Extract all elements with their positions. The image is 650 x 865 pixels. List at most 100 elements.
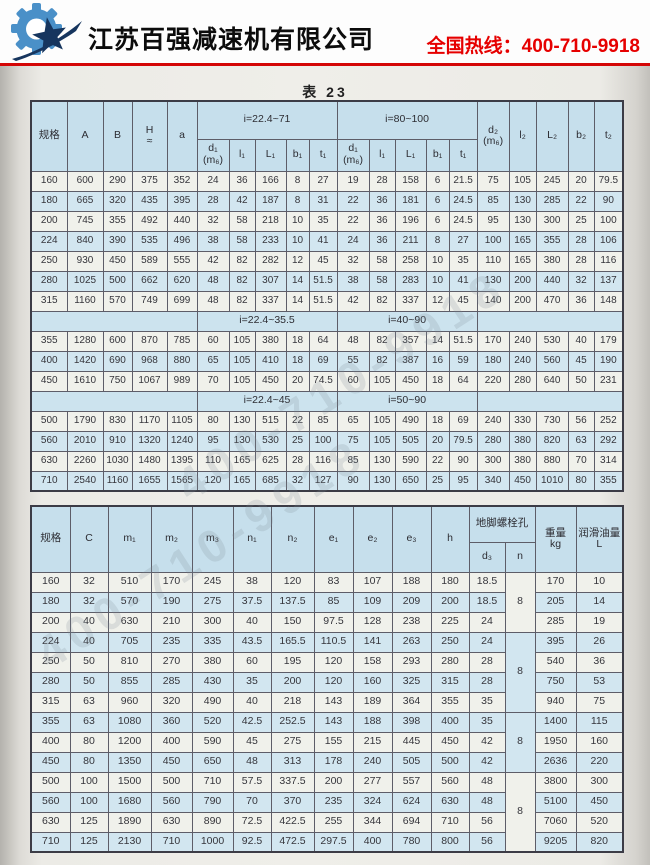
data-cell: 730 [535, 410, 569, 432]
data-cell: 590 [394, 450, 427, 472]
data-cell: 380 [254, 330, 287, 352]
data-cell: 48 [336, 330, 370, 352]
data-cell: 620 [166, 270, 198, 292]
data-cell: 5100 [534, 791, 577, 813]
data-cell: 80 [567, 470, 595, 492]
data-cell: 245 [191, 571, 234, 593]
data-cell: 6 [425, 190, 450, 212]
data-cell: 235 [150, 631, 193, 653]
data-cell: 130 [228, 430, 256, 452]
data-cell: 880 [166, 350, 198, 372]
data-cell: 910 [102, 430, 133, 452]
data-cell: 1000 [191, 831, 234, 853]
ratio-band-label: i=22.4~35.5 [196, 310, 338, 332]
data-cell: 650 [394, 470, 427, 492]
data-cell: 36 [228, 170, 256, 192]
data-cell: 435 [131, 190, 168, 212]
data-cell: 70 [567, 450, 595, 472]
table-row: 630 125 1890 630 890 72.5 422.5 255 344 694 710 56 7… [30, 811, 624, 833]
data-cell: 450 [254, 370, 287, 392]
data-cell: 51.5 [308, 270, 338, 292]
data-cell: 968 [131, 350, 168, 372]
data-cell: 324 [352, 791, 393, 813]
data-cell: 335 [191, 631, 234, 653]
data-cell: 285 [535, 190, 569, 212]
data-cell: 252 [593, 410, 624, 432]
data-cell: 325 [391, 671, 432, 693]
data-cell: 45 [448, 290, 478, 312]
data-cell: 20 [285, 370, 310, 392]
column-header: h [430, 505, 470, 573]
data-cell: 56 [468, 831, 506, 853]
data-cell: 116 [593, 250, 624, 272]
data-cell: 32 [69, 591, 109, 613]
data-cell: 510 [107, 571, 152, 593]
data-cell: 165 [228, 470, 256, 492]
data-cell: 75 [575, 691, 624, 713]
data-cell: 650 [191, 751, 234, 773]
data-cell: 500 [102, 270, 133, 292]
ratio-group-header: i=22.4~71 [196, 100, 338, 140]
data-cell: 18.5 [468, 571, 506, 593]
data-cell: 370 [270, 791, 315, 813]
band-blank-cell [476, 390, 624, 412]
data-cell: 530 [254, 430, 287, 452]
data-cell: 8 [285, 190, 310, 212]
table-row: 355 63 1080 360 520 42.5 252.5 143 188 398 400 35 8 1… [30, 711, 624, 773]
data-cell: 300 [191, 611, 234, 633]
ratio-group-header: i=80~100 [336, 100, 478, 140]
spec-cell: 250 [30, 651, 71, 673]
data-cell: 630 [107, 611, 152, 633]
data-cell: 19 [575, 611, 624, 633]
data-cell: 530 [535, 330, 569, 352]
data-cell: 297.5 [313, 831, 354, 853]
ratio-band-row: i=22.4~35.5 i=40~90 [30, 310, 624, 332]
data-cell: 110.5 [313, 631, 354, 653]
data-cell: 64 [308, 330, 338, 352]
data-cell: 450 [430, 731, 470, 753]
data-cell: 1680 [107, 791, 152, 813]
data-cell: 72.5 [232, 811, 272, 833]
data-cell: 2540 [66, 470, 104, 492]
data-cell: 180 [476, 350, 510, 372]
data-cell: 58 [228, 210, 256, 232]
data-cell: 290 [102, 170, 133, 192]
column-header: e₁ [313, 505, 354, 573]
data-cell: 398 [391, 711, 432, 733]
data-cell: 2010 [66, 430, 104, 452]
site-header: 江苏百强减速机有限公司 全国热线：400-710-9918 [0, 0, 650, 66]
data-cell: 82 [368, 350, 396, 372]
data-cell: 28 [468, 671, 506, 693]
data-cell: 60 [196, 330, 230, 352]
data-cell: 12 [425, 290, 450, 312]
data-cell: 3800 [534, 771, 577, 793]
data-cell: 165 [508, 250, 537, 272]
spec-cell: 355 [30, 330, 68, 352]
column-header: 重量 kg [534, 505, 577, 573]
data-cell: 58 [228, 230, 256, 252]
data-cell: 300 [535, 210, 569, 232]
column-header: m₃ [191, 505, 234, 573]
data-cell: 105 [368, 430, 396, 452]
data-cell: 80 [196, 410, 230, 432]
data-cell: 200 [313, 771, 354, 793]
data-cell: 105 [228, 330, 256, 352]
data-cell: 352 [166, 170, 198, 192]
bolt-count-cell: 8 [504, 631, 536, 713]
data-cell: 1480 [131, 450, 168, 472]
data-cell: 180 [430, 571, 470, 593]
band-blank-cell [30, 310, 198, 332]
table-row: 560 2010 910 1320 1240 95 130 530 25 100 75 105 505 2… [30, 430, 624, 452]
data-cell: 36 [575, 651, 624, 673]
data-cell: 18 [425, 410, 450, 432]
data-cell: 560 [430, 771, 470, 793]
data-cell: 662 [131, 270, 168, 292]
table-row: 200 40 630 210 300 40 150 97.5 128 238 225 24 285 19 [30, 611, 624, 633]
data-cell: 18 [285, 350, 310, 372]
table-row: 180 665 320 435 395 28 42 187 8 31 22 36 181 6 24.5 85 1… [30, 190, 624, 212]
column-header: C [69, 505, 109, 573]
bolt-count-cell: 8 [504, 711, 536, 773]
data-cell: 63 [567, 430, 595, 452]
column-header: A [66, 100, 104, 172]
